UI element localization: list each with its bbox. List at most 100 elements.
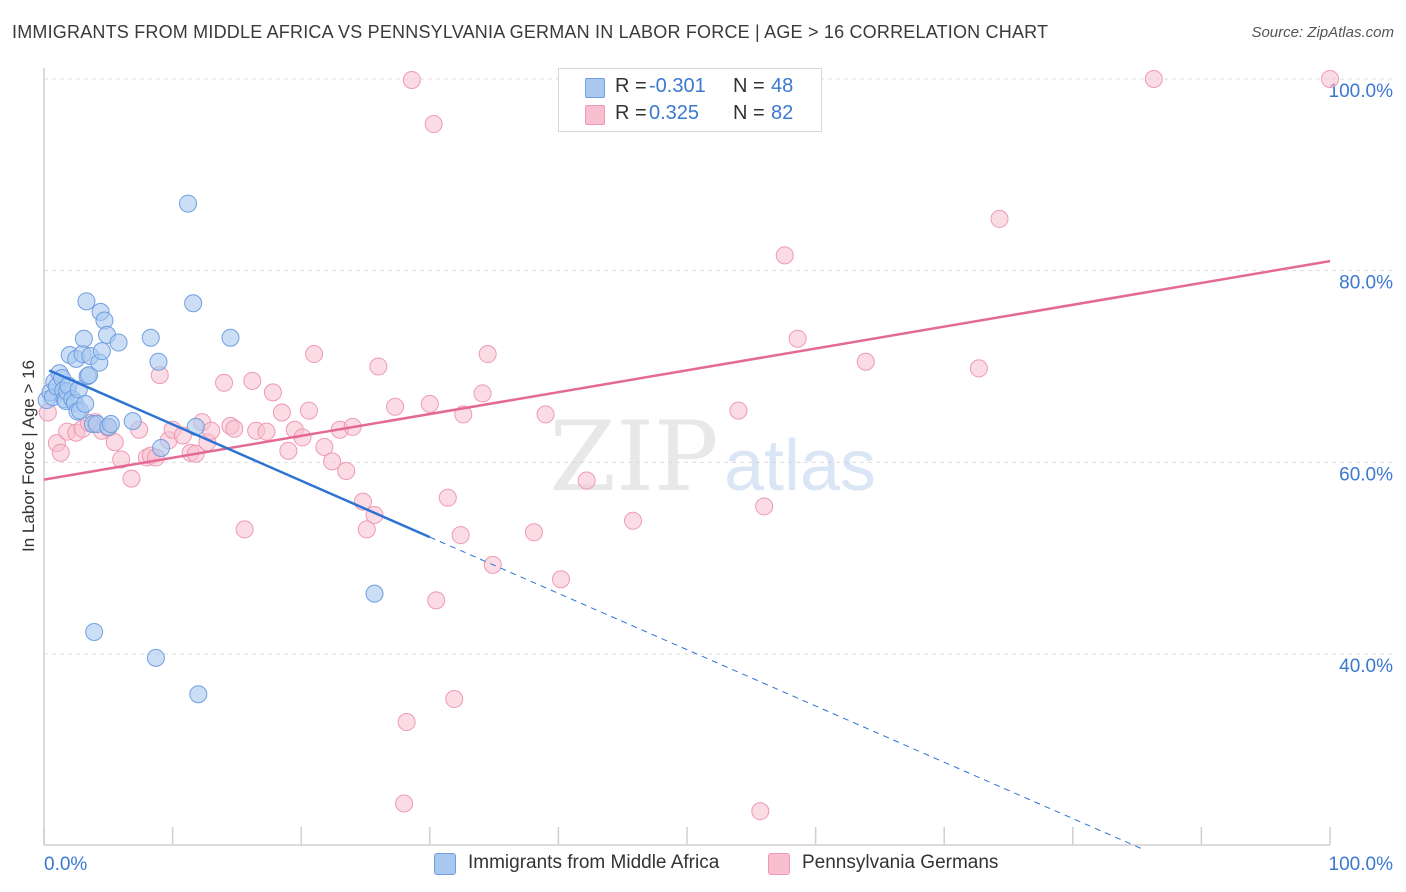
legend-swatch-series1 — [585, 78, 605, 98]
y-tick-label: 40.0% — [1339, 656, 1393, 677]
x-tick-label: 100.0% — [1329, 854, 1394, 875]
data-point — [77, 292, 96, 311]
trend-line-series1 — [48, 369, 431, 539]
legend-r-value-series2: 0.325 — [649, 102, 700, 124]
data-point — [445, 690, 464, 709]
data-point — [243, 371, 262, 390]
legend-swatch-series2 — [768, 853, 790, 875]
trend-line-series2 — [43, 259, 1331, 481]
data-point — [402, 70, 421, 89]
legend-r-value-series1: -0.301 — [649, 75, 706, 97]
trend-line-series1-extension — [429, 536, 1144, 850]
data-point — [323, 452, 342, 471]
series-pennsylvania-germans — [38, 70, 1339, 821]
data-point — [215, 373, 234, 392]
watermark: ZIP atlas — [549, 401, 876, 513]
data-point — [473, 384, 492, 403]
data-point — [577, 471, 596, 490]
data-point — [315, 438, 334, 456]
data-point — [123, 412, 142, 431]
data-point — [856, 352, 875, 371]
data-point — [751, 802, 770, 821]
chart-title: IMMIGRANTS FROM MIDDLE AFRICA VS PENNSYL… — [12, 22, 1049, 42]
data-point — [369, 357, 388, 376]
data-point — [257, 422, 276, 441]
data-point — [263, 383, 282, 402]
data-point — [101, 415, 120, 433]
data-point — [969, 359, 988, 378]
data-point — [438, 488, 457, 507]
data-point — [202, 421, 221, 440]
data-point — [305, 345, 324, 364]
data-point — [149, 352, 168, 371]
trend-lines — [43, 259, 1331, 850]
data-point — [76, 394, 95, 413]
data-point — [337, 461, 356, 480]
data-point — [112, 450, 131, 469]
data-point — [1144, 70, 1163, 88]
correlation-legend: R = -0.301 N = 48 R = 0.325 N = 82 — [558, 68, 822, 132]
x-tick-label: 0.0% — [44, 854, 87, 875]
y-tick-label: 100.0% — [1329, 81, 1394, 102]
legend-label-series2: Pennsylvania Germans — [802, 852, 999, 873]
data-point — [272, 403, 291, 422]
data-point — [397, 713, 416, 732]
axes — [43, 68, 1331, 846]
data-point — [386, 397, 405, 416]
data-point — [524, 523, 543, 542]
data-point — [623, 511, 642, 530]
data-point — [51, 443, 70, 462]
legend-n-label: N = — [733, 75, 765, 97]
y-tick-label: 80.0% — [1339, 273, 1393, 294]
data-point — [990, 209, 1009, 228]
legend-label-series1: Immigrants from Middle Africa — [468, 852, 720, 873]
legend-swatch-series1 — [434, 853, 456, 875]
legend-n-value-series1: 48 — [771, 75, 794, 97]
data-point — [788, 329, 807, 348]
data-point — [427, 591, 446, 610]
data-point — [1321, 70, 1339, 88]
data-point — [80, 366, 99, 385]
data-point — [279, 441, 298, 460]
data-point — [184, 294, 203, 313]
data-point — [420, 394, 439, 413]
data-point — [141, 328, 160, 347]
legend-r-label: R = — [615, 102, 647, 124]
legend-n-label: N = — [733, 102, 765, 124]
data-point — [225, 419, 244, 438]
data-point — [85, 622, 104, 641]
data-point — [109, 333, 128, 352]
watermark-atlas: atlas — [724, 426, 876, 506]
legend-n-value-series2: 82 — [771, 102, 794, 124]
data-point — [92, 342, 111, 361]
data-point — [729, 401, 748, 420]
data-point — [146, 648, 165, 667]
data-point — [221, 328, 240, 347]
legend-row-series1: R = -0.301 N = 48 — [559, 74, 821, 100]
x-tick-labels: 0.0% 100.0% — [44, 854, 1393, 875]
y-axis-label: In Labor Force | Age > 16 — [19, 360, 38, 552]
source-label: Source: ZipAtlas.com — [1251, 24, 1394, 41]
data-point — [105, 433, 124, 452]
data-point — [74, 329, 93, 348]
y-tick-label: 60.0% — [1339, 464, 1393, 485]
data-point — [365, 584, 384, 603]
data-point — [235, 520, 254, 539]
legend-r-label: R = — [615, 75, 647, 97]
bottom-legend: Immigrants from Middle Africa Pennsylvan… — [0, 852, 1406, 880]
watermark-zip: ZIP — [549, 401, 718, 513]
data-point — [395, 794, 414, 813]
data-point — [179, 194, 198, 213]
data-point — [478, 345, 497, 364]
legend-swatch-series2 — [585, 105, 605, 125]
y-tick-labels: 40.0% 60.0% 80.0% 100.0% — [1329, 81, 1394, 677]
data-point — [357, 520, 376, 539]
data-point — [536, 405, 555, 424]
legend-row-series2: R = 0.325 N = 82 — [559, 101, 821, 127]
data-point — [424, 115, 443, 134]
data-point — [551, 570, 570, 589]
series-immigrants-middle-africa — [37, 194, 384, 704]
data-point — [122, 469, 141, 488]
data-point — [451, 526, 470, 545]
